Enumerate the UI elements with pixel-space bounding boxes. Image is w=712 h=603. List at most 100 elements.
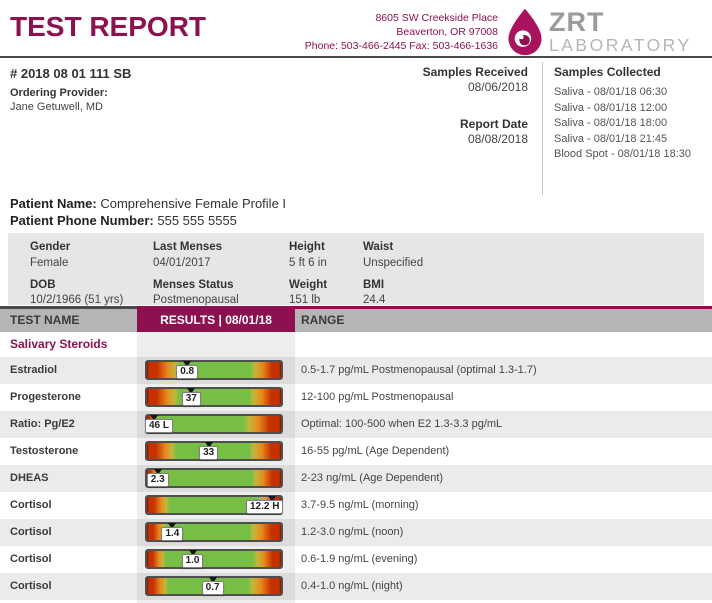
samples-received-block: Samples Received 08/06/2018 Report Date … [423,65,528,147]
result-value-label: 0.8 [176,365,199,379]
demographic-value: 24.4 [363,294,386,307]
marker-triangle-icon [149,415,158,421]
result-gauge-bar: 0.8 [145,360,283,380]
test-name: Testosterone [10,445,79,457]
demographic-label: Gender [30,241,71,253]
result-value-label: 0.7 [201,581,224,595]
result-gauge-bar: 33 [145,441,283,461]
marker-triangle-icon [187,388,196,394]
result-gauge-cell: 2.3 [137,465,295,492]
demographic-label: Menses Status [153,278,234,291]
samples-collected-list: Saliva - 08/01/18 06:30 Saliva - 08/01/18… [554,85,691,163]
result-gauge-bar: 12.2 H [145,495,284,515]
zrt-logo: ZRT LABORATORY [505,8,692,56]
result-value-label: 1.0 [181,554,204,568]
marker-triangle-icon [153,469,162,475]
demographic-label: BMI [363,278,385,291]
address-line-3: Phone: 503-466-2445 Fax: 503-466-1636 [304,39,498,52]
marker-triangle-icon [208,577,217,583]
report-date-label: Report Date [459,117,528,131]
patient-name-value: Comprehensive Female Profile I [100,196,287,211]
result-gauge-cell: 37 [137,384,295,411]
demographic-value: 151 lb [289,294,321,307]
range-text: 1.2-3.0 ng/mL (noon) [301,526,404,538]
samples-received-label: Samples Received [422,65,528,79]
result-row: Cortisol 12.2 H 3.7-9.5 ng/mL (morning) [0,492,712,519]
demographic-value: Postmenopausal [153,294,239,307]
demographic-value: Unspecified [363,256,424,269]
result-value-label: 37 [181,392,201,406]
demographic-cell: DOB 10/2/1966 (51 yrs) [30,279,153,309]
result-value-label: 2.3 [146,473,169,487]
patient-phone-label: Patient Phone Number: [10,213,154,228]
result-value-label: 46 L [145,419,174,433]
table-tail [0,600,712,603]
range-text: 0.4-1.0 ng/mL (night) [301,580,403,592]
range-text: 3.7-9.5 ng/mL (morning) [301,499,419,511]
result-row: Estradiol 0.8 0.5-1.7 pg/mL Postmenopaus… [0,357,712,384]
range-text: 2-23 ng/mL (Age Dependent) [301,472,444,484]
column-header-range: RANGE [295,306,712,332]
logo-text: ZRT LABORATORY [549,9,692,55]
result-gauge-gradient [147,362,281,378]
demographic-cell: Height 5 ft 6 in [289,241,363,271]
sample-collected-item: Saliva - 08/01/18 21:45 [554,132,668,145]
result-gauge-cell: 0.8 [137,357,295,384]
results-table-header: TEST NAME RESULTS | 08/01/18 RANGE [0,306,712,332]
result-gauge-gradient [147,551,281,567]
result-gauge-bar: 37 [145,387,283,407]
result-gauge-gradient [147,389,281,405]
column-header-results: RESULTS | 08/01/18 [137,306,295,332]
report-date: 08/08/2018 [467,132,528,146]
demographic-cell: Weight 151 lb [289,279,363,309]
result-row: Cortisol 0.7 0.4-1.0 ng/mL (night) [0,573,712,600]
masthead: TEST REPORT 8605 SW Creekside Place Beav… [0,0,712,58]
ordering-provider-name: Jane Getuwell, MD [10,101,103,113]
result-gauge-cell: 33 [137,438,295,465]
test-name: Cortisol [10,499,52,511]
demographic-value: Female [30,256,69,269]
tail-results-column-shade [137,600,295,603]
result-gauge-bar: 1.4 [145,522,283,542]
demographic-cell: Last Menses 04/01/2017 [153,241,289,271]
samples-received-date: 08/06/2018 [467,80,528,94]
result-row: Cortisol 1.4 1.2-3.0 ng/mL (noon) [0,519,712,546]
result-value-label: 1.4 [161,527,184,541]
range-text: 0.6-1.9 ng/mL (evening) [301,553,418,565]
marker-triangle-icon [188,550,197,556]
page-title: TEST REPORT [10,11,207,42]
result-row: Ratio: Pg/E2 46 L Optimal: 100-500 when … [0,411,712,438]
range-text: Optimal: 100-500 when E2 1.3-3.3 pg/mL [301,418,503,430]
result-gauge-bar: 0.7 [145,576,283,596]
patient-demographics-box: Gender Female Last Menses 04/01/2017 Height 5… [8,233,704,308]
result-gauge-bar: 2.3 [145,468,283,488]
result-gauge-cell: 46 L [137,411,295,438]
test-name: Cortisol [10,526,52,538]
test-name: Cortisol [10,553,52,565]
result-row: Testosterone 33 16-55 pg/mL (Age Depende… [0,438,712,465]
marker-triangle-icon [183,361,192,367]
demographic-label: DOB [30,278,56,291]
result-rows: Estradiol 0.8 0.5-1.7 pg/mL Postmenopaus… [0,357,712,600]
test-name: DHEAS [10,472,49,484]
demographic-label: Waist [363,241,394,253]
result-gauge-bar: 46 L [145,414,283,434]
lab-address: 8605 SW Creekside Place Beaverton, OR 97… [305,12,498,54]
patient-name-label: Patient Name: [10,196,97,211]
patient-demographics-grid: Gender Female Last Menses 04/01/2017 Height 5… [30,241,704,308]
result-value-label: 12.2 H [246,500,284,514]
logo-zrt-text: ZRT [549,7,605,38]
patient-phone-value: 555 555 5555 [157,213,237,228]
samples-collected-label: Samples Collected [554,65,661,79]
report-id: # 2018 08 01 111 SB [10,66,132,81]
marker-triangle-icon [204,442,213,448]
test-name: Ratio: Pg/E2 [10,418,75,430]
demographic-label: Height [289,241,325,253]
demographic-label: Last Menses [153,241,223,253]
patient-name-line: Patient Name: Comprehensive Female Profi… [10,196,286,211]
demographic-cell: BMI 24.4 [363,279,704,309]
demographic-cell: Waist Unspecified [363,241,704,271]
results-table: TEST NAME RESULTS | 08/01/18 RANGE Saliv… [0,306,712,603]
result-row: Cortisol 1.0 0.6-1.9 ng/mL (evening) [0,546,712,573]
